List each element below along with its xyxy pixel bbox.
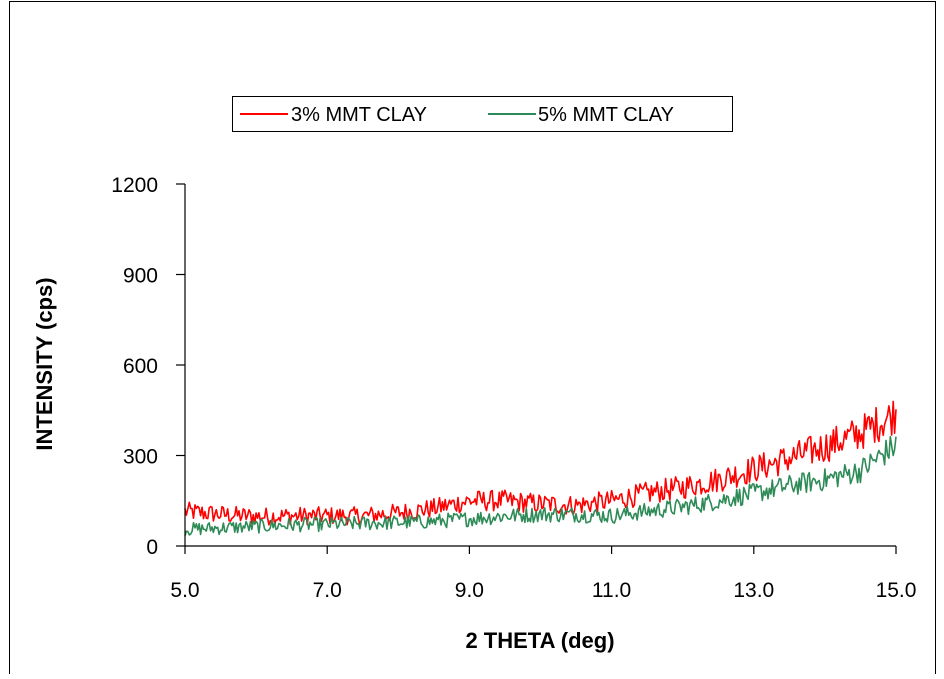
legend-box <box>232 96 733 132</box>
x-tick-label: 9.0 <box>455 579 484 602</box>
x-tick-label: 7.0 <box>313 579 342 602</box>
series-line-5pct <box>184 435 897 536</box>
y-axis-title: INTENSITY (cps) <box>32 277 57 450</box>
x-tick-label: 15.0 <box>876 579 917 602</box>
y-tick-label: 900 <box>123 265 158 288</box>
y-tick-label: 0 <box>146 536 158 559</box>
x-tick-label: 13.0 <box>733 579 774 602</box>
chart-area-border <box>9 1 936 674</box>
legend-label-3pct: 3% MMT CLAY <box>291 104 427 126</box>
y-tick-label: 1200 <box>111 174 158 197</box>
x-axis-title: 2 THETA (deg) <box>465 628 614 653</box>
legend-label-5pct: 5% MMT CLAY <box>538 104 674 126</box>
y-tick-label: 300 <box>123 446 158 469</box>
x-tick-label: 5.0 <box>170 579 199 602</box>
plot-area: 0 300 600 900 1200 5.0 7.0 9.0 11.0 13.0 15.0 <box>111 174 916 602</box>
series-line-3pct <box>184 400 897 526</box>
x-tick-label: 11.0 <box>592 579 631 602</box>
legend: 3% MMT CLAY 5% MMT CLAY <box>232 96 733 132</box>
y-tick-label: 600 <box>123 355 158 378</box>
